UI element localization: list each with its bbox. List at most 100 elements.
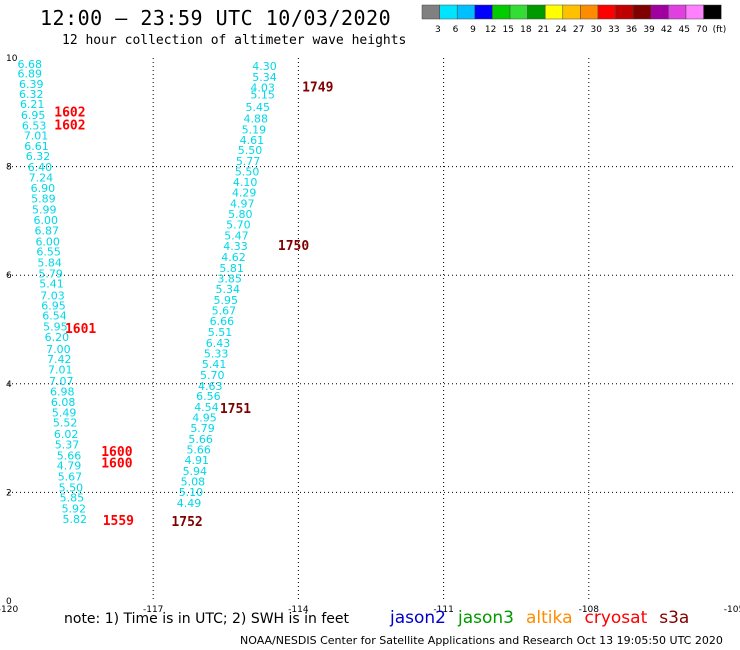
x-tick-label: -111 — [433, 605, 453, 615]
wave-height-point: 6.32 — [26, 150, 51, 163]
wave-height-point: 5.85 — [60, 492, 85, 505]
wave-height-point: 6.53 — [22, 120, 47, 133]
wave-height-point: 4.97 — [230, 197, 255, 210]
wave-height-point: 4.79 — [57, 460, 82, 473]
wave-height-point: 5.77 — [236, 155, 261, 168]
wave-height-point: 6.95 — [41, 299, 66, 312]
wave-height-point: 5.66 — [186, 443, 211, 456]
wave-height-point: 4.88 — [244, 113, 269, 126]
wave-height-point: 5.80 — [228, 208, 253, 221]
y-tick-label: 2 — [6, 488, 12, 498]
color-scale-label: 36 — [626, 25, 638, 35]
wave-height-point: 5.47 — [224, 229, 249, 242]
wave-height-point: 5.67 — [58, 470, 83, 483]
satellite-legend-item: cryosat — [584, 608, 648, 628]
wave-height-point: 6.21 — [20, 98, 45, 111]
color-scale-label: 21 — [538, 25, 549, 35]
wave-height-point: 6.61 — [24, 140, 49, 153]
wave-height-point: 5.08 — [181, 475, 206, 488]
time-marker: 1601 — [65, 322, 96, 337]
wave-height-point: 4.33 — [223, 240, 248, 253]
wave-height-point: 7.01 — [48, 363, 73, 376]
wave-height-point: 5.34 — [215, 283, 240, 296]
wave-height-point: 6.54 — [42, 310, 67, 323]
wave-height-point: 5.49 — [52, 406, 77, 419]
wave-height-point: 6.56 — [196, 390, 221, 403]
wave-height-point: 4.62 — [221, 251, 246, 264]
satellite-legend-item: altika — [526, 608, 573, 628]
wave-height-point: 5.15 — [250, 89, 275, 102]
satellite-legend: jason2 jason3 altika cryosat s3a — [390, 608, 701, 628]
wave-height-point: 4.54 — [194, 401, 219, 414]
wave-height-point: 6.39 — [19, 78, 44, 91]
wave-height-point: 6.68 — [18, 58, 43, 71]
color-scale-label: 15 — [503, 25, 514, 35]
wave-height-point: 5.66 — [57, 449, 82, 462]
wave-height-point: 5.95 — [43, 321, 68, 334]
wave-height-point: 4.49 — [177, 497, 202, 510]
footer-note: note: 1) Time is in UTC; 2) SWH is in fe… — [64, 611, 350, 627]
color-scale-label: 24 — [555, 25, 567, 35]
wave-height-point: 5.67 — [212, 304, 237, 317]
wave-height-point: 5.70 — [226, 219, 251, 232]
time-marker: 1750 — [278, 239, 309, 254]
wave-height-point: 5.70 — [200, 369, 225, 382]
wave-height-point: 4.95 — [192, 411, 217, 424]
wave-height-point: 5.66 — [188, 433, 213, 446]
wave-height-point: 4.61 — [240, 134, 265, 147]
wave-height-point: 6.20 — [45, 331, 70, 344]
color-scale-label: 45 — [679, 25, 690, 35]
wave-height-point: 5.92 — [62, 502, 87, 515]
wave-height-point: 3.85 — [217, 272, 242, 285]
color-scale-label: 6 — [453, 25, 459, 35]
color-scale-label: 27 — [573, 25, 584, 35]
color-swatch — [703, 4, 722, 20]
x-tick-label: -105 — [724, 605, 740, 615]
wave-height-point: 6.66 — [210, 315, 235, 328]
wave-height-point: 5.37 — [55, 438, 80, 451]
footer-credit: NOAA/NESDIS Center for Satellite Applica… — [240, 634, 723, 647]
wave-height-point: 7.03 — [40, 290, 65, 303]
time-marker: 1559 — [103, 514, 134, 529]
satellite-legend-item: jason3 — [458, 608, 514, 628]
wave-height-point: 5.79 — [190, 422, 215, 435]
satellite-legend-item: s3a — [659, 608, 690, 628]
wave-height-point: 5.95 — [214, 294, 239, 307]
wave-height-point: 6.08 — [51, 396, 76, 409]
wave-height-point: 7.42 — [47, 353, 72, 366]
wave-height-point: 6.00 — [34, 214, 59, 227]
wave-height-point: 4.29 — [232, 186, 257, 199]
color-scale-label: (ft) — [713, 25, 727, 35]
time-marker: 1752 — [171, 515, 202, 530]
wave-height-point: 5.50 — [59, 481, 84, 494]
wave-height-point: 6.98 — [50, 386, 75, 399]
wave-height-point: 7.07 — [49, 375, 74, 388]
chart-subtitle: 12 hour collection of altimeter wave hei… — [62, 33, 407, 48]
wave-height-point: 4.10 — [233, 176, 258, 189]
color-scale-legend: 3 6 9 12 15 18 21 24 27 30 33 36 39 42 45 70 (ft) — [421, 4, 727, 35]
wave-height-point: 5.19 — [242, 123, 267, 136]
wave-height-point: 6.90 — [31, 182, 56, 195]
wave-height-point: 5.84 — [37, 257, 62, 270]
time-marker: 1602 — [54, 119, 85, 134]
y-tick-label: 8 — [6, 163, 12, 173]
color-scale-label: 70 — [696, 25, 708, 35]
wave-height-point: 4.63 — [198, 380, 223, 393]
color-scale-label: 3 — [435, 25, 441, 35]
wave-height-point: 5.82 — [63, 513, 88, 526]
wave-height-point: 5.50 — [238, 144, 263, 157]
time-marker: 1751 — [220, 402, 251, 417]
wave-height-point: 6.55 — [36, 246, 61, 259]
wave-height-point: 5.34 — [252, 71, 277, 84]
wave-height-point: 5.41 — [202, 358, 227, 371]
wave-height-point: 5.45 — [245, 101, 270, 114]
color-scale-label: 33 — [608, 25, 619, 35]
wave-height-point: 7.24 — [29, 171, 54, 184]
y-tick-label: 0 — [6, 597, 12, 607]
wave-height-point: 5.81 — [219, 262, 244, 275]
x-tick-label: -114 — [288, 605, 309, 615]
wave-height-point: 6.32 — [19, 88, 44, 101]
wave-height-point: 4.91 — [185, 454, 210, 467]
wave-height-point: 6.00 — [35, 235, 60, 248]
